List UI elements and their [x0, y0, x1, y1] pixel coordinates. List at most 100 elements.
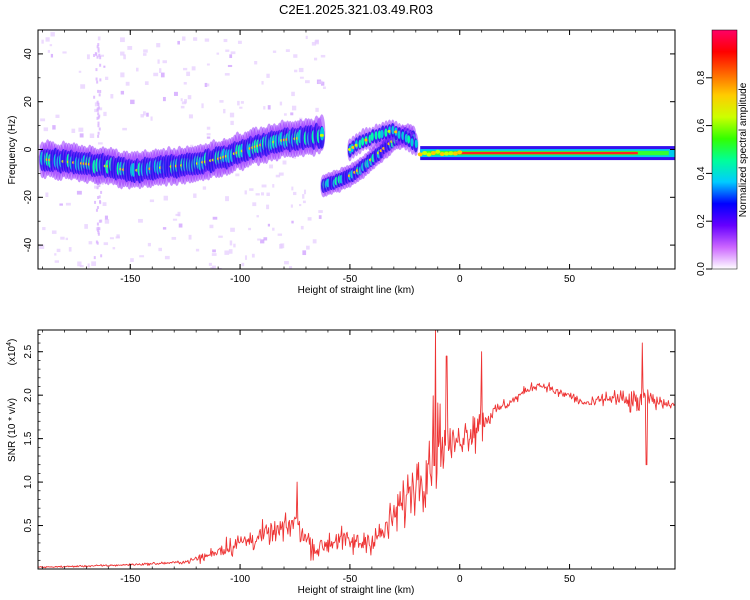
spectrogram-noise-cell [56, 248, 61, 253]
spectrogram-noise-cell [143, 111, 146, 116]
spectrogram-peak [407, 135, 411, 144]
spectrogram-noise-cell [103, 111, 107, 117]
spectrogram-noise-cell [102, 202, 107, 206]
spectrogram-noise-cell [208, 262, 212, 266]
spectrogram-noise-cell [130, 258, 134, 262]
spectrogram-noise-cell [209, 224, 214, 229]
spectrogram-noise-cell [312, 239, 317, 244]
spectrogram-noise-cell [120, 51, 125, 56]
carrier-hotspot [444, 151, 450, 156]
spectrogram-noise-cell [97, 89, 100, 93]
spectrogram-noise-cell [96, 107, 99, 111]
spectrogram-noise-cell [127, 46, 133, 50]
colorbar-tick-label: 0.4 [696, 166, 707, 180]
spectrogram-noise-cell [206, 126, 211, 130]
snr-y-axis-label: SNR (10 * v/v) [7, 398, 18, 462]
spectrogram-noise-cell [99, 78, 102, 82]
spectrogram-noise-cell [97, 102, 100, 106]
spectrogram-noise-cell [86, 54, 90, 60]
y-tick-label: 0.5 [23, 518, 34, 532]
snr-x-axis-label: Height of straight line (km) [298, 585, 415, 596]
spectrogram-noise-cell [272, 50, 277, 53]
spectrogram-noise-cell [204, 38, 210, 42]
spectrogram-noise-cell [43, 127, 49, 132]
colorbar-label: Normalized spectral amplitude [738, 82, 749, 217]
y-tick-label: 1.5 [23, 431, 34, 445]
spectrogram-noise-cell [140, 114, 144, 118]
spectrogram-noise-cell [98, 107, 103, 111]
spectrogram-noise-cell [302, 194, 305, 199]
spectrogram-noise-cell [99, 89, 102, 93]
spectrogram-noise-cell [261, 81, 264, 85]
colorbar-tick-label: 0.2 [696, 214, 707, 228]
spectrogram-noise-cell [266, 73, 270, 78]
spectrogram-noise-cell [224, 250, 230, 255]
spectrogram-noise-cell [289, 266, 293, 269]
spectrogram-noise-cell [95, 68, 98, 72]
spectrogram-noise-cell [98, 127, 101, 131]
spectrogram-noise-cell [105, 76, 109, 80]
spectrogram-noise-cell [62, 51, 67, 54]
spectrogram-noise-cell [237, 40, 242, 44]
spectrogram-noise-cell [275, 174, 281, 178]
spectrogram-noise-cell [125, 81, 130, 86]
x-tick-label: 50 [564, 274, 576, 285]
x-tick-label: 0 [457, 274, 463, 285]
spectrogram-noise-cell [291, 220, 294, 224]
spectrogram-peak [320, 126, 325, 141]
spectrogram-noise-cell [180, 105, 185, 109]
spectrogram-noise-cell [183, 82, 187, 85]
spectrogram-noise-cell [252, 202, 257, 207]
spectrogram-noise-cell [116, 234, 120, 238]
spectrogram-noise-cell [98, 93, 101, 97]
spectrogram-noise-cell [184, 99, 187, 104]
spectrogram-noise-cell [96, 45, 99, 49]
snr-panel: -150 -100 -50 0 50 0.5 1.0 1.5 2.0 2.5 Height of… [6, 329, 676, 596]
spectrogram-noise-cell [98, 53, 101, 57]
spectrogram-noise-cell [278, 172, 284, 176]
x-tick-label: 0 [457, 574, 463, 585]
spectrogram-noise-cell [186, 71, 191, 77]
spectrogram-noise-cell [79, 133, 84, 138]
spectrogram-marks [38, 32, 675, 269]
spectrogram-noise-cell [38, 144, 42, 148]
spectrogram-noise-cell [267, 105, 271, 110]
spectrogram-noise-cell [263, 237, 268, 241]
spectrogram-noise-cell [235, 173, 240, 177]
spectrogram-noise-cell [95, 227, 99, 231]
spectrogram-noise-cell [136, 67, 139, 72]
spectrogram-noise-cell [193, 37, 198, 41]
carrier-hotspot [422, 151, 428, 156]
spectrogram-noise-cell [227, 64, 233, 68]
spectrogram-noise-cell [143, 49, 148, 53]
spectrogram-noise-cell [97, 230, 100, 234]
spectrogram-noise-cell [177, 40, 180, 45]
spectrogram-noise-cell [233, 243, 236, 248]
spectrogram-noise-cell [96, 80, 99, 84]
spectrogram-noise-cell [157, 59, 160, 64]
spectrogram-peak [410, 138, 414, 147]
spectrogram-peak [374, 131, 378, 140]
spectrogram-noise-cell [279, 101, 283, 106]
colorbar-scale [711, 29, 738, 270]
spectrogram-noise-cell [299, 204, 302, 207]
spectrogram-noise-cell [225, 49, 230, 52]
spectrogram-noise-cell [39, 244, 45, 249]
spectrogram-noise-cell [147, 242, 151, 247]
carrier-hotspot [426, 152, 432, 157]
spectrogram-noise-cell [100, 254, 103, 258]
spectrogram-noise-cell [77, 261, 82, 267]
spectrogram-noise-cell [96, 55, 99, 59]
spectrogram-noise-cell [89, 133, 95, 139]
spectrogram-noise-cell [159, 68, 162, 73]
spectrogram-noise-cell [153, 72, 159, 77]
spectrogram-noise-cell [229, 240, 233, 246]
spectrogram-noise-cell [78, 127, 84, 132]
spectrogram-noise-cell [230, 120, 234, 126]
spectrogram-noise-cell [305, 80, 310, 84]
spectrogram-noise-cell [97, 121, 100, 125]
spectrogram-noise-cell [122, 127, 127, 131]
carrier-hotspot [452, 151, 458, 156]
spectrogram-noise-cell [96, 222, 99, 226]
spectrogram-noise-cell [60, 236, 65, 240]
